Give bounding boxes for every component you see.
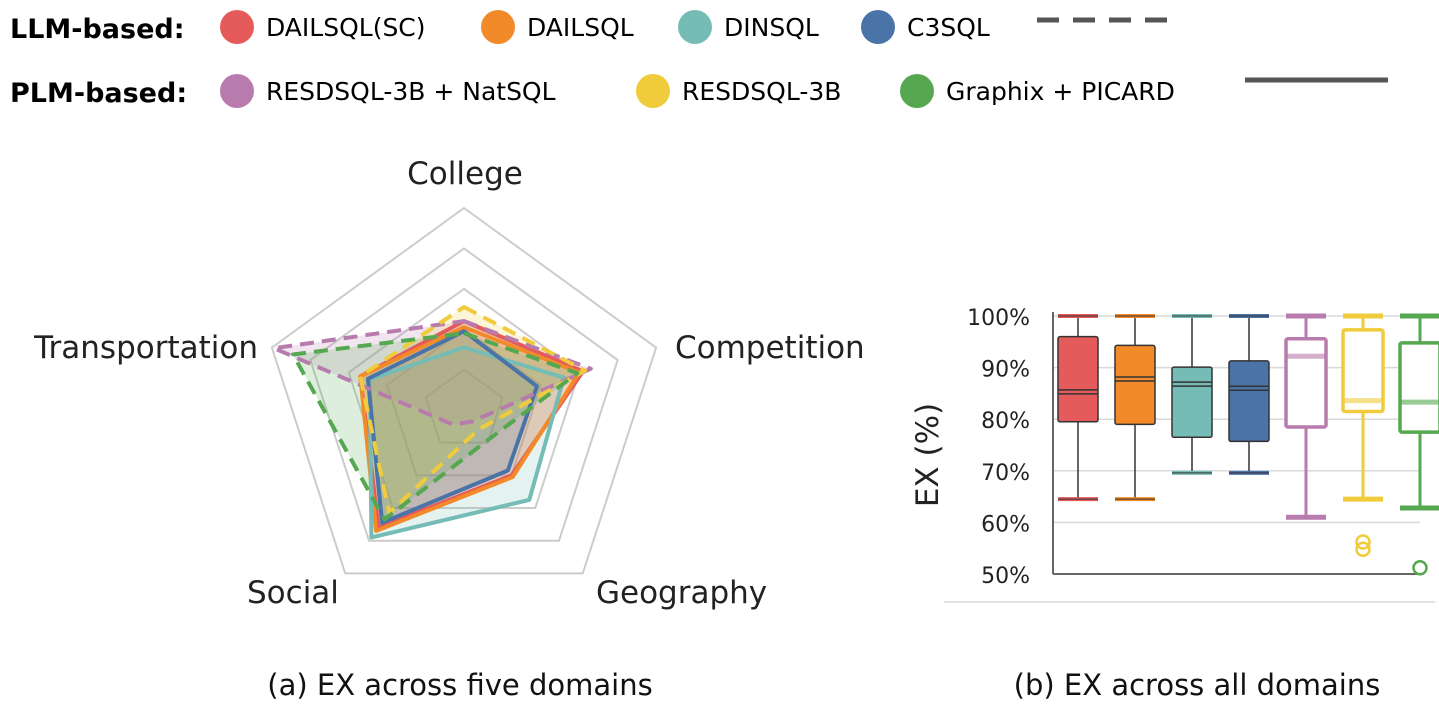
box-c3sql (1228, 314, 1270, 475)
box-ytick-label: 80% (981, 409, 1030, 434)
caption-b: (b) EX across all domains (1014, 668, 1381, 702)
box-iqr-c3sql (1228, 360, 1270, 443)
box-ytick-label: 70% (981, 461, 1030, 486)
box-resdsql-3b (1341, 313, 1385, 557)
legend-label-resdsql-3b: RESDSQL-3B (682, 77, 841, 106)
box-plot-axes: 50% 60% 70% 80% 90% 100% EX (%) (910, 306, 1435, 603)
legend-llm-group-label: LLM-based: (10, 14, 185, 45)
radar-axis-label-geography: Geography (596, 575, 767, 611)
radar-area-dailsql-sc (360, 321, 584, 528)
box-ytick-label: 90% (981, 358, 1030, 383)
box-iqr-dailsql (1114, 344, 1156, 426)
radar-axis-label-college: College (407, 156, 523, 192)
box-iqr-graphix-picard (1398, 341, 1439, 434)
box-iqr-dailsql-sc (1057, 335, 1099, 423)
legend-label-c3sql: C3SQL (907, 13, 990, 42)
caption-a: (a) EX across five domains (267, 668, 652, 702)
legend-marker-graphix-picard (900, 74, 934, 108)
radar-axis-label-competition: Competition (675, 330, 865, 366)
box-ytick-label: 100% (967, 306, 1030, 331)
legend-label-dinsql: DINSQL (724, 13, 819, 42)
radar-grid-ring (270, 206, 658, 575)
legend-marker-resdsql-natsql (220, 74, 254, 108)
radar-grid-ring (424, 368, 504, 444)
legend: LLM-based: PLM-based: DAILSQL(SC) DAILSQ… (10, 10, 1388, 109)
legend-marker-dailsql-sc (220, 10, 254, 44)
radar-axis-label-transportation: Transportation (33, 330, 258, 366)
radar-line-dinsql (367, 345, 566, 540)
legend-label-graphix-picard: Graphix + PICARD (946, 77, 1175, 106)
radar-line-c3sql (365, 329, 540, 525)
box-resdsql-3b-natsql (1284, 313, 1328, 520)
box-outlier-resdsql-3b (1355, 541, 1371, 557)
box-plot: 50% 60% 70% 80% 90% 100% EX (%) (910, 306, 1439, 603)
radar-grid-ring (309, 247, 619, 542)
box-outlier-graphix-picard (1412, 560, 1428, 576)
legend-marker-dailsql (481, 10, 515, 44)
radar-grid-ring (347, 287, 581, 510)
radar-axis-label-social: Social (247, 575, 339, 611)
box-ylabel: EX (%) (910, 403, 946, 507)
box-dailsql (1114, 314, 1156, 502)
legend-label-dailsql-sc: DAILSQL(SC) (266, 13, 426, 42)
box-dailsql-sc (1057, 314, 1099, 502)
radar-area-resdsql-3b (360, 306, 586, 513)
legend-label-resdsql-natsql: RESDSQL-3B + NatSQL (266, 77, 556, 106)
radar-axis-labels: College Competition Geography Social Transpo… (33, 156, 865, 611)
radar-chart: College Competition Geography Social Transpo… (33, 156, 865, 611)
legend-marker-dinsql (678, 10, 712, 44)
legend-plm-group-label: PLM-based: (10, 78, 187, 109)
box-graphix-picard (1398, 313, 1439, 576)
radar-series-lines (271, 304, 593, 540)
box-dinsql (1171, 314, 1213, 475)
legend-label-dailsql: DAILSQL (527, 13, 634, 42)
radar-line-resdsql-3b (358, 304, 588, 515)
box-iqr-resdsql-3b-natsql (1284, 336, 1328, 429)
radar-area-graphix-picard (293, 333, 578, 520)
radar-line-graphix-picard (291, 331, 580, 522)
box-ytick-label: 60% (981, 512, 1030, 537)
box-outlier-resdsql-3b (1355, 534, 1371, 550)
box-ytick-label: 50% (981, 564, 1030, 589)
radar-grid-ring (385, 327, 543, 477)
box-iqr-dinsql (1171, 366, 1213, 439)
legend-marker-resdsql-3b (636, 74, 670, 108)
radar-grid (270, 206, 658, 575)
box-iqr-resdsql-3b (1341, 328, 1385, 414)
box-plot-marks (1057, 313, 1439, 576)
legend-marker-c3sql (861, 10, 895, 44)
